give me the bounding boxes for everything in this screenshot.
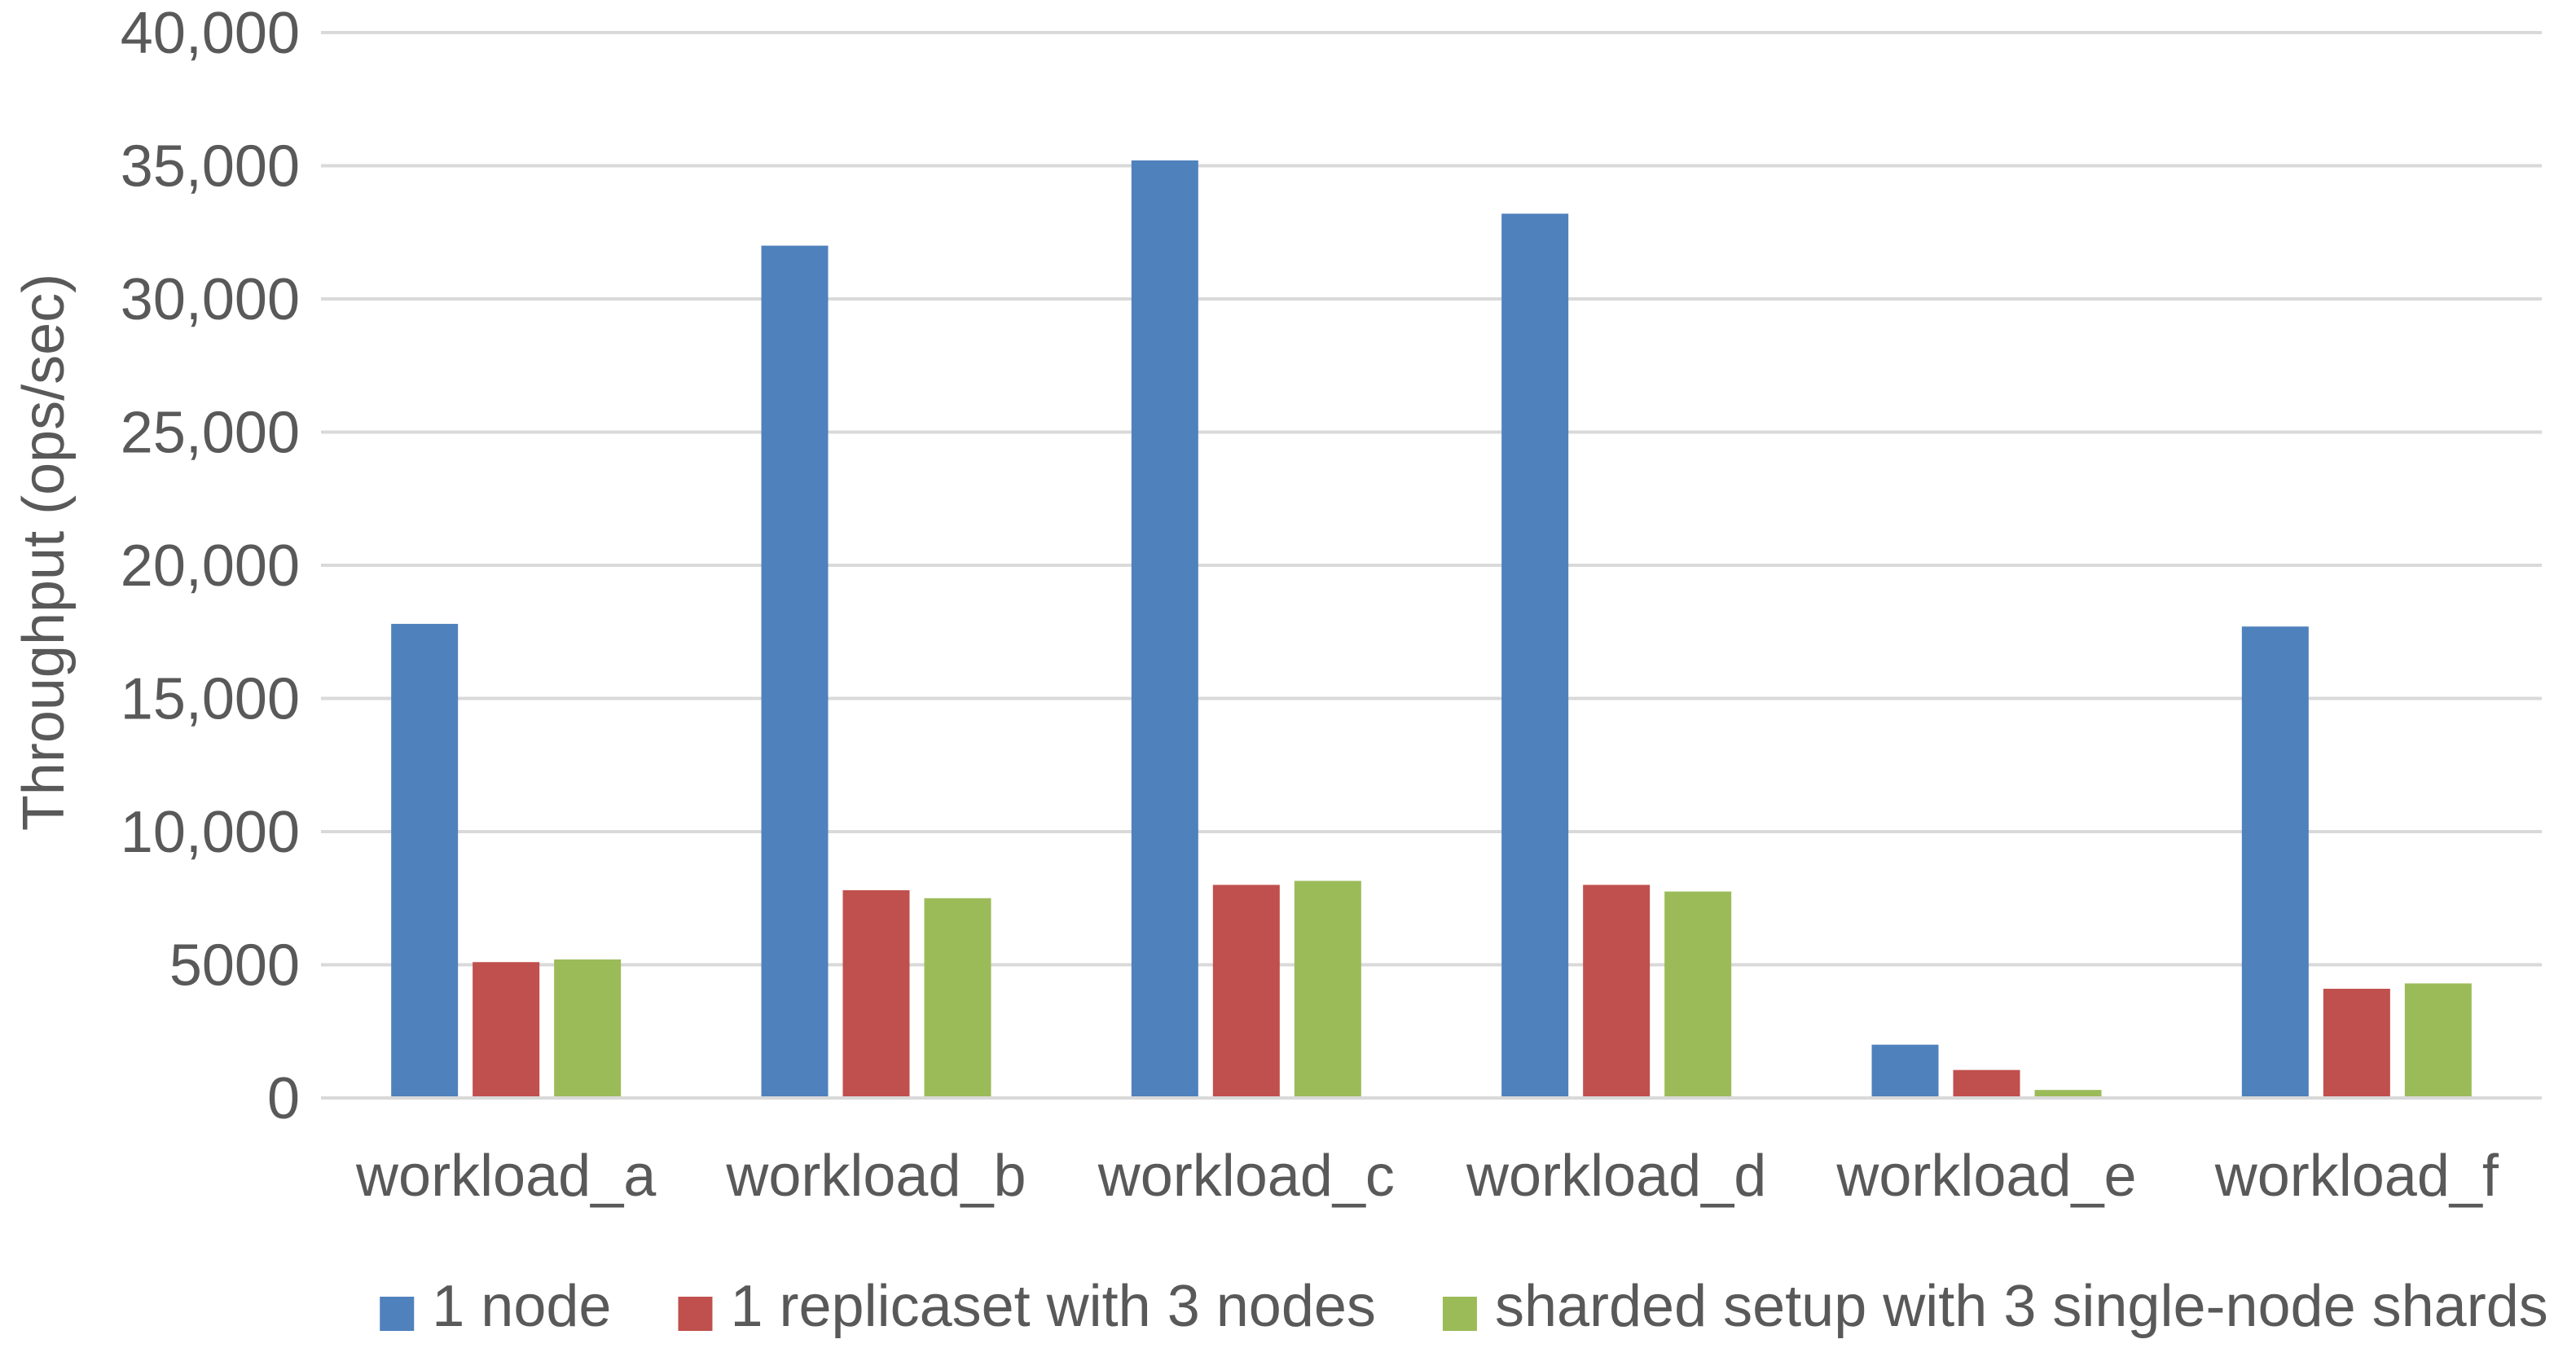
x-tick-label: workload_f xyxy=(2214,1144,2499,1209)
bar xyxy=(1664,891,1732,1098)
legend-item: sharded setup with 3 single-node shards xyxy=(1442,1274,2548,1339)
bar xyxy=(554,959,622,1098)
x-tick-label: workload_e xyxy=(1835,1144,2136,1209)
gridlines xyxy=(321,31,2542,1100)
bar xyxy=(473,962,540,1098)
y-tick-label: 30,000 xyxy=(121,267,300,332)
bar xyxy=(391,623,459,1098)
legend-swatch xyxy=(380,1297,415,1331)
legend-label: 1 replicaset with 3 nodes xyxy=(730,1274,1375,1339)
bar xyxy=(2323,988,2390,1098)
bar xyxy=(1131,160,1198,1099)
bar xyxy=(1583,885,1651,1098)
legend-swatch xyxy=(678,1297,713,1331)
bars xyxy=(391,160,2472,1099)
x-tick-label: workload_b xyxy=(725,1144,1026,1209)
y-tick-label: 25,000 xyxy=(121,401,300,466)
bar xyxy=(2404,983,2472,1098)
x-tick-label: workload_c xyxy=(1097,1144,1395,1209)
legend-swatch xyxy=(1442,1297,1477,1331)
x-axis-ticks: workload_a workload_b workload_c workload_d… xyxy=(321,1096,2542,1209)
legend-item: 1 replicaset with 3 nodes xyxy=(678,1274,1376,1339)
bar xyxy=(842,889,910,1098)
bar xyxy=(1871,1044,1939,1098)
y-tick-label: 35,000 xyxy=(121,134,300,200)
y-tick-label: 40,000 xyxy=(121,1,300,66)
bar xyxy=(924,898,991,1098)
y-axis-ticks: 0 5000 10,000 15,000 20,000 25,000 30,000 35,00… xyxy=(121,1,300,1131)
y-tick-label: 0 xyxy=(267,1066,300,1131)
bar xyxy=(1501,213,1569,1098)
legend-label: sharded setup with 3 single-node shards xyxy=(1495,1274,2548,1339)
bar xyxy=(2241,626,2309,1098)
bar xyxy=(2034,1090,2102,1098)
bar xyxy=(1212,885,1280,1098)
legend-label: 1 node xyxy=(432,1274,611,1339)
y-axis-label: Throughput (ops/sec) xyxy=(11,274,77,831)
y-tick-label: 15,000 xyxy=(121,667,300,732)
legend-item: 1 node xyxy=(380,1274,611,1339)
y-tick-label: 20,000 xyxy=(121,534,300,599)
y-tick-label: 10,000 xyxy=(121,800,300,865)
bar xyxy=(761,245,829,1099)
bar xyxy=(1953,1069,2020,1098)
x-tick-label: workload_a xyxy=(355,1144,657,1209)
legend: 1 node 1 replicaset with 3 nodes sharded s… xyxy=(380,1274,2548,1339)
y-tick-label: 5000 xyxy=(169,933,300,999)
x-tick-label: workload_d xyxy=(1466,1144,1766,1209)
bar xyxy=(1294,880,1361,1098)
